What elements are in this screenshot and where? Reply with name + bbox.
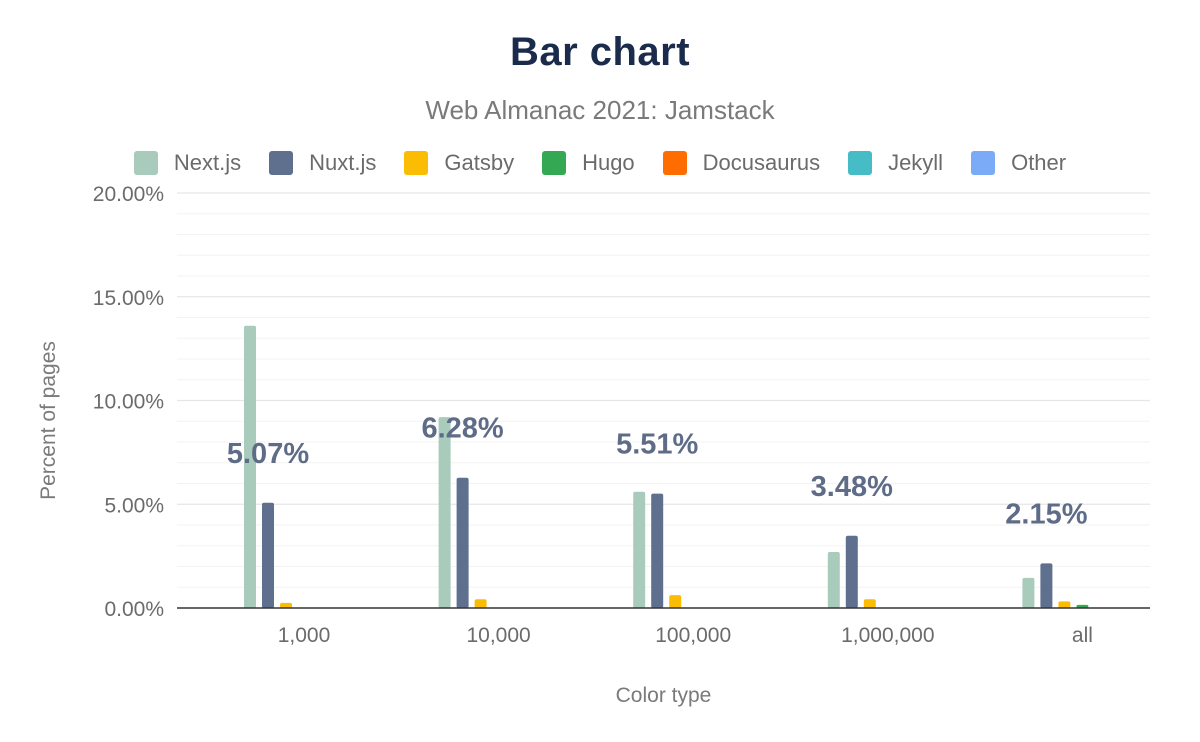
- bar-next-js-4: [1022, 577, 1035, 608]
- legend-item-other[interactable]: Other: [971, 150, 1066, 176]
- data-label: 6.28%: [421, 413, 503, 445]
- data-label: 2.15%: [1005, 498, 1087, 530]
- bar-nuxt-js-2: [651, 493, 664, 608]
- legend-swatch: [542, 151, 567, 175]
- data-label: 5.07%: [227, 438, 309, 470]
- chart-legend: Next.js Nuxt.js Gatsby Hugo Docusaurus Jekyll…: [0, 150, 1200, 176]
- bar-nuxt-js-4: [1040, 563, 1053, 608]
- chart-title: Bar chart: [509, 30, 691, 74]
- bar-next-js-1: [438, 417, 451, 608]
- x-tick-label: 1,000,000: [841, 624, 934, 647]
- legend-label: Jekyll: [888, 150, 944, 175]
- bar-next-js-3: [827, 551, 840, 608]
- y-tick-label: 10.00%: [93, 391, 164, 414]
- bar-next-js-2: [633, 491, 646, 608]
- y-tick-label: 15.00%: [93, 287, 164, 310]
- bar-next-js-0: [244, 325, 256, 608]
- legend-swatch: [971, 151, 996, 175]
- bar-gatsby-0: [280, 602, 292, 608]
- chart-subtitle: Web Almanac 2021: Jamstack: [425, 95, 775, 125]
- legend-item-next-js[interactable]: Next.js: [133, 150, 242, 176]
- legend-label: Docusaurus: [702, 150, 821, 175]
- legend-label: Nuxt.js: [309, 150, 377, 175]
- legend-swatch: [662, 151, 687, 175]
- legend-item-gatsby[interactable]: Gatsby: [404, 150, 514, 176]
- y-tick-label: 5.00%: [104, 494, 164, 517]
- legend-swatch: [404, 151, 429, 175]
- x-tick-label: all: [1072, 624, 1093, 647]
- bar-gatsby-4: [1058, 601, 1071, 608]
- legend-item-hugo[interactable]: Hugo: [542, 150, 635, 176]
- legend-label: Gatsby: [444, 150, 515, 175]
- bar-gatsby-1: [474, 599, 487, 608]
- legend-label: Other: [1011, 150, 1067, 175]
- bar-nuxt-js-3: [845, 535, 858, 608]
- legend-swatch: [848, 151, 873, 175]
- legend-item-nuxt-js[interactable]: Nuxt.js: [269, 150, 376, 176]
- x-axis-title: Color type: [616, 684, 712, 707]
- legend-swatch: [269, 151, 294, 175]
- bar-gatsby-2: [669, 595, 682, 608]
- x-tick-label: 10,000: [466, 624, 530, 647]
- bar-nuxt-js-0: [262, 502, 274, 608]
- data-label: 3.48%: [811, 471, 893, 503]
- legend-swatch: [133, 151, 158, 175]
- legend-label: Next.js: [173, 150, 242, 175]
- x-tick-label: 1,000: [278, 624, 331, 647]
- y-tick-label: 0.00%: [104, 598, 164, 621]
- bar-hugo-4: [1076, 604, 1089, 608]
- legend-item-jekyll[interactable]: Jekyll: [848, 150, 943, 176]
- legend-item-docusaurus[interactable]: Docusaurus: [662, 150, 821, 176]
- y-tick-label: 20.00%: [93, 183, 164, 206]
- legend-label: Hugo: [582, 150, 635, 175]
- y-axis-title: Percent of pages: [37, 341, 60, 500]
- bar-gatsby-3: [863, 599, 876, 608]
- bar-nuxt-js-1: [456, 477, 469, 608]
- data-label: 5.51%: [616, 429, 698, 461]
- x-tick-label: 100,000: [655, 624, 731, 647]
